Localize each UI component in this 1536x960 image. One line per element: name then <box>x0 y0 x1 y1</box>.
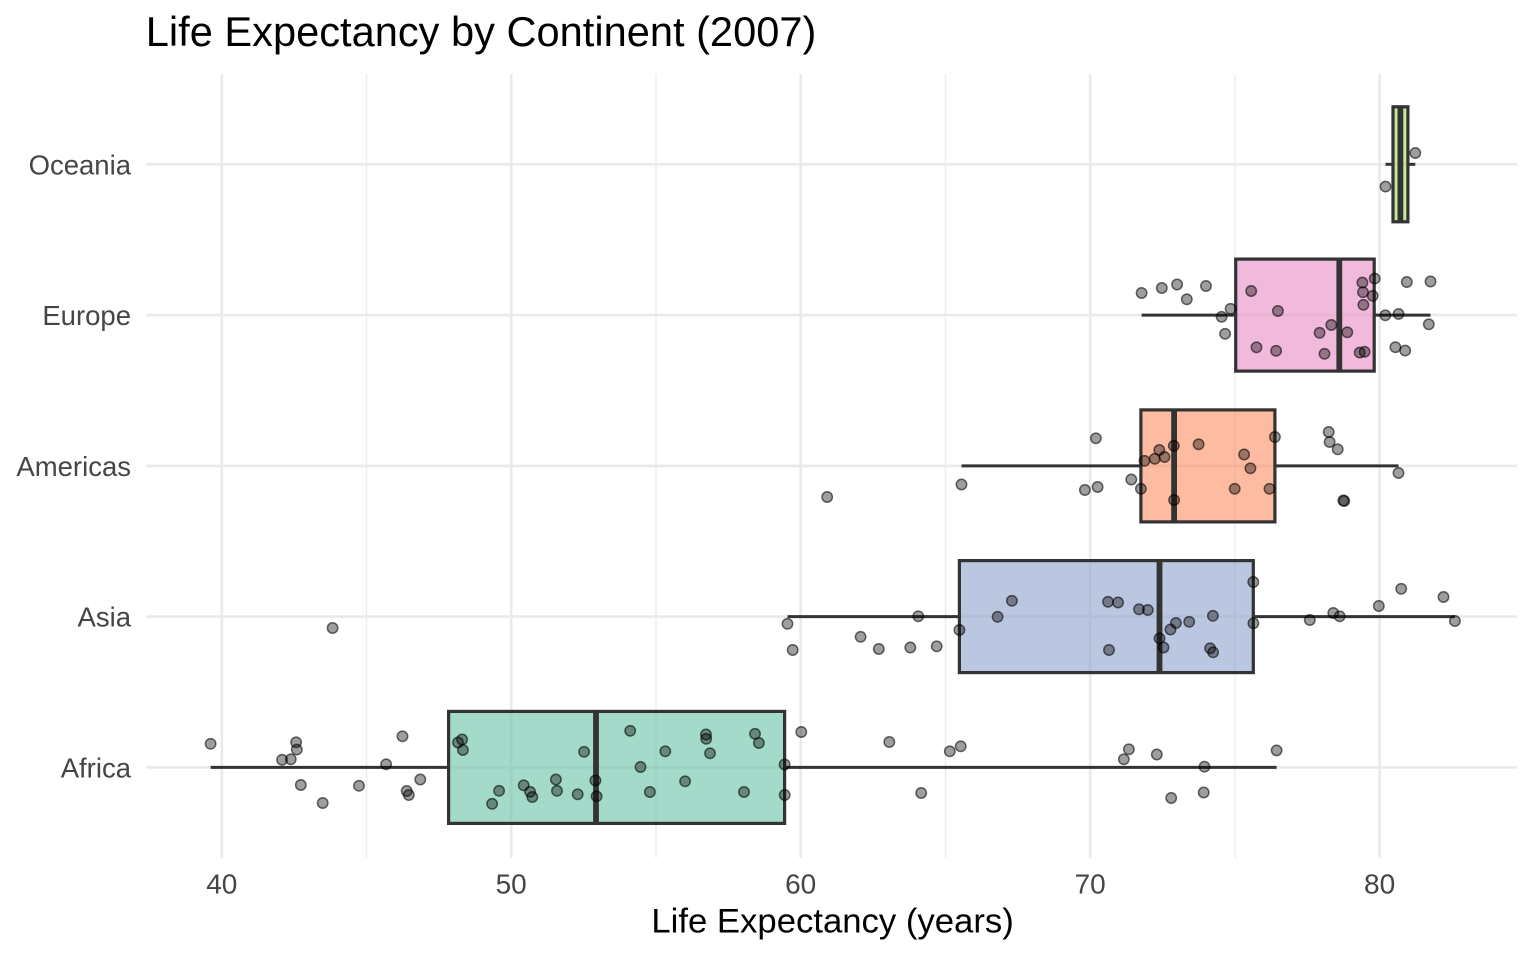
svg-text:Americas: Americas <box>16 451 131 482</box>
svg-text:Africa: Africa <box>61 752 132 783</box>
svg-text:Life Expectancy (years): Life Expectancy (years) <box>651 902 1013 940</box>
svg-text:50: 50 <box>496 869 527 900</box>
svg-text:Europe: Europe <box>42 300 131 331</box>
svg-text:80: 80 <box>1364 869 1395 900</box>
svg-text:Oceania: Oceania <box>29 149 132 180</box>
svg-text:60: 60 <box>785 869 816 900</box>
svg-text:Asia: Asia <box>78 602 132 633</box>
svg-text:Life Expectancy by Continent (: Life Expectancy by Continent (2007) <box>146 8 817 55</box>
svg-text:40: 40 <box>206 869 237 900</box>
svg-text:70: 70 <box>1075 869 1106 900</box>
